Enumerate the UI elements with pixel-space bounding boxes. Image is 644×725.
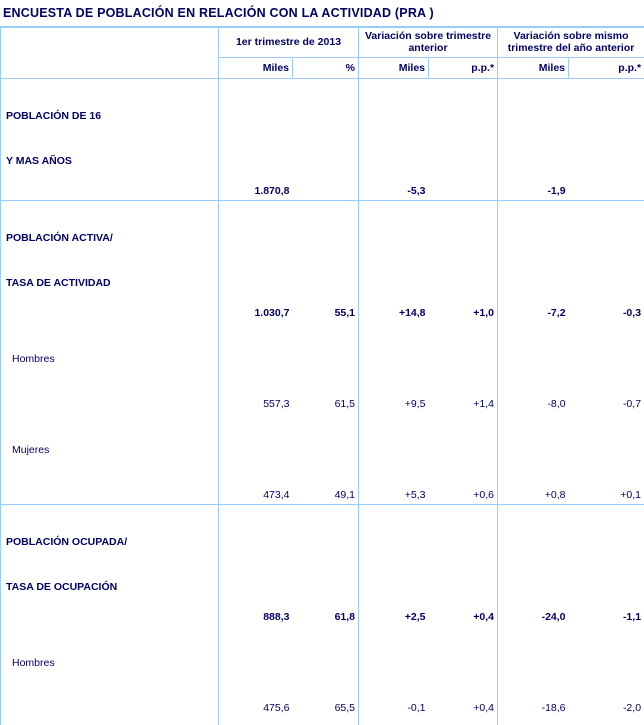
column-subheader-row: Miles % Miles p.p.* Miles p.p.* [1,57,644,79]
cell-q1-miles: 473,4 [263,489,290,501]
cell-var-quarter-miles: +14,8 [358,200,429,322]
cell-var-year-miles: -5,4 [498,717,569,725]
pra-statistics-table: 1er trimestre de 2013 Variación sobre tr… [0,26,644,725]
cell-var-year-miles: -8,0 [547,398,566,410]
cell-var-year-miles: -1,9 [547,185,566,197]
cell-q1-miles: 1.030,7 [218,200,293,322]
col-group-variation-prev-quarter: Variación sobre trimestre anterior [358,26,499,58]
row-label: POBLACIÓN DE 16 [6,110,102,122]
subcol-pp-1: p.p.* [428,57,499,79]
cell-var-quarter-pp: +0,5 [428,717,499,725]
cell-var-quarter-miles: +2,6 [359,717,429,725]
row-label: POBLACIÓN ACTIVA/ [6,232,113,244]
row-label-line2: TASA DE OCUPACIÓN [6,581,118,593]
cell-var-quarter-miles: -5,3 [407,185,426,197]
table-row: Hombres 475,6 65,5 -0,1 +0,4 -18,6 -2,0 [0,626,644,717]
cell-q1-percent: 49,1 [292,413,360,505]
cell-var-year-pp: -0,2 [569,717,644,725]
corner-cell [0,26,219,79]
table-row: POBLACIÓN OCUPADA/ TASA DE OCUPACIÓN 888… [0,504,644,626]
table-row: Hombres 557,3 61,5 +9,5 +1,4 -8,0 -0,7 [0,322,644,413]
cell-q1-miles: 888,3 [218,504,293,626]
cell-q1-percent: 61,5 [292,322,360,413]
cell-var-year-miles: -18,6 [541,702,566,714]
cell-q1-percent: 58,0 [292,717,360,725]
cell-var-year-pp: -1,1 [568,504,644,626]
cell-var-year-pp [569,79,644,201]
subcol-percent: % [291,57,360,79]
cell-var-quarter-miles: -0,1 [407,702,426,714]
cell-var-year-miles: +0,8 [544,489,566,501]
cell-q1-miles: 412,7 [219,717,293,725]
subcol-miles-2: Miles [358,57,430,79]
row-label: Hombres [12,657,55,669]
subcol-miles-3: Miles [497,57,570,79]
page-title: ENCUESTA DE POBLACIÓN EN RELACIÓN CON LA… [3,6,434,20]
table-row: Mujeres 473,4 49,1 +5,3 +0,6 +0,8 +0,1 [0,413,644,505]
cell-q1-miles: 557,3 [263,398,290,410]
subcol-miles-1: Miles [218,57,293,79]
column-group-row: 1er trimestre de 2013 Variación sobre tr… [0,26,644,79]
cell-var-quarter-pp: +1,4 [428,322,499,413]
row-label: Hombres [12,353,55,365]
cell-var-year-miles: -24,0 [497,504,569,626]
cell-q1-percent: 55,1 [292,200,360,322]
table-row: POBLACIÓN DE 16 Y MAS AÑOS 1.870,8 -5,3 … [0,78,644,201]
row-label: POBLACIÓN OCUPADA/ [6,536,128,548]
cell-var-quarter-pp: +0,4 [428,626,499,717]
row-label-line2: Y MAS AÑOS [6,155,72,167]
cell-var-quarter-miles: +5,3 [404,489,426,501]
cell-var-year-pp: -2,0 [622,702,642,714]
cell-q1-percent: 61,8 [292,504,360,626]
col-group-variation-prev-year: Variación sobre mismo trimestre del año … [497,26,644,58]
cell-q1-miles: 475,6 [263,702,290,714]
cell-q1-percent [292,78,360,201]
table-body: POBLACIÓN DE 16 Y MAS AÑOS 1.870,8 -5,3 … [0,78,644,725]
cell-var-quarter-miles: +2,5 [358,504,429,626]
table-row: POBLACIÓN ACTIVA/ TASA DE ACTIVIDAD 1.03… [0,200,644,322]
table-row: Mujeres 412,7 58,0 +2,6 +0,5 -5,4 -0,2 [0,717,644,725]
cell-var-quarter-miles: +9,5 [404,398,426,410]
table-header: 1er trimestre de 2013 Variación sobre tr… [0,26,644,79]
cell-var-year-miles: -7,2 [497,200,569,322]
cell-var-year-pp: -0,7 [622,398,642,410]
cell-var-quarter-pp: +0,4 [428,504,499,626]
cell-q1-percent: 65,5 [292,626,360,717]
cell-var-year-pp: +0,1 [620,489,642,501]
row-label: Mujeres [12,444,50,456]
row-label-line2: TASA DE ACTIVIDAD [6,277,111,289]
cell-var-quarter-pp [428,78,499,201]
cell-var-quarter-pp: +1,0 [428,200,499,322]
col-group-quarter-2013: 1er trimestre de 2013 [217,26,360,58]
cell-var-year-pp: -0,3 [568,200,644,322]
cell-q1-miles: 1.870,8 [254,185,290,197]
subcol-pp-2: p.p.* [568,57,644,79]
cell-var-quarter-pp: +0,6 [428,413,499,505]
